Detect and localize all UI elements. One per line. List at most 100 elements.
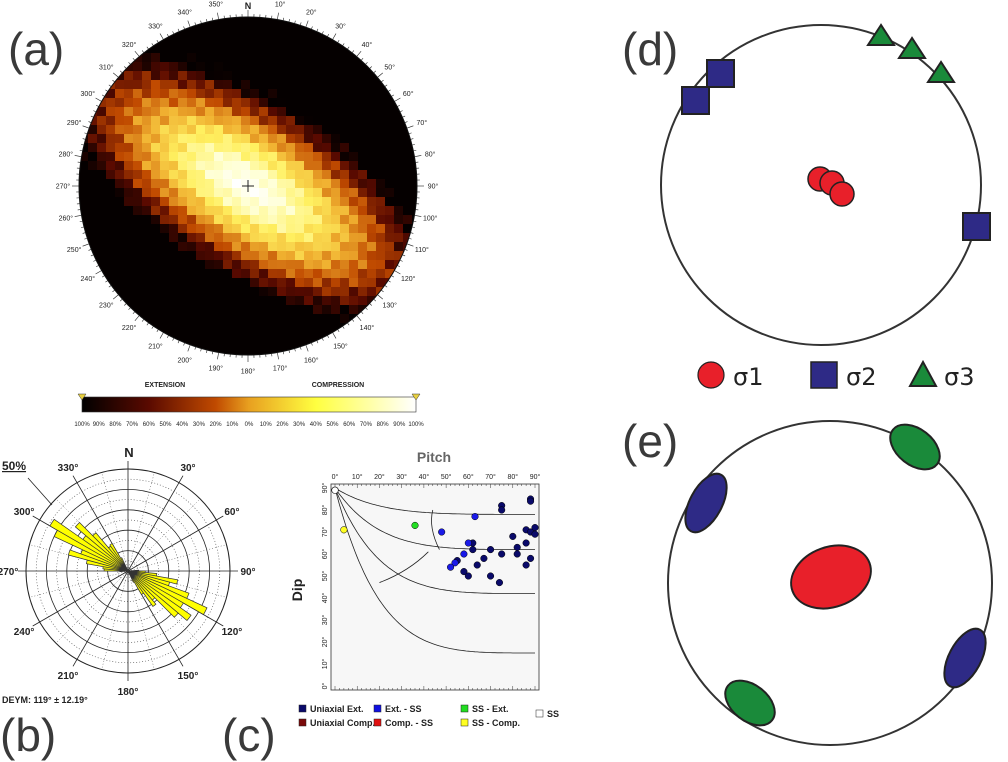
heatmap-cell [367, 98, 377, 108]
heatmap-cell [223, 215, 233, 225]
heatmap-cell [178, 260, 188, 270]
heatmap-cell [169, 53, 179, 63]
heatmap-cell [88, 161, 98, 171]
heatmap-cell [277, 161, 287, 171]
heatmap-cell [304, 188, 314, 198]
dip-tick-label: 0° [321, 682, 329, 689]
heatmap-cell [295, 98, 305, 108]
heatmap-cell [385, 215, 395, 225]
uniaxial-ext-point [498, 550, 506, 558]
heatmap-cell [295, 269, 305, 279]
heatmap-cell [232, 179, 242, 189]
heatmap-cell [115, 107, 125, 117]
heatmap-cell [268, 179, 278, 189]
heatmap-cell [268, 215, 278, 225]
heatmap-cell [250, 197, 260, 207]
heatmap-cell [79, 197, 89, 207]
heatmap-cell [169, 224, 179, 234]
heatmap-cell [214, 206, 224, 216]
heatmap-cell [313, 188, 323, 198]
heatmap-cell [358, 197, 368, 207]
heatmap-cell [88, 242, 98, 252]
heatmap-cell [259, 134, 269, 144]
heatmap-cell [376, 260, 386, 270]
dip-tick-label: 90° [321, 483, 329, 494]
heatmap-cell [322, 224, 332, 234]
legend-sigma1: σ1 [733, 363, 763, 391]
heatmap-cell [133, 125, 143, 135]
heatmap-cell [205, 215, 215, 225]
heatmap-cell [169, 332, 179, 342]
heatmap-cell [124, 116, 134, 126]
heatmap-cell [259, 305, 269, 315]
heatmap-cell [133, 269, 143, 279]
heatmap-cell [142, 215, 152, 225]
heatmap-cell [277, 71, 287, 81]
heatmap-cell [295, 26, 305, 36]
heatmap-cell [367, 242, 377, 252]
heatmap-cell [223, 161, 233, 171]
heatmap-cell [169, 44, 179, 54]
heatmap-cell [259, 224, 269, 234]
heatmap-cell [196, 161, 206, 171]
heatmap-cell [250, 161, 260, 171]
heatmap-cell [286, 260, 296, 270]
uniaxial-ext-point [480, 554, 488, 562]
heatmap-cell [313, 296, 323, 306]
heatmap-cell [187, 332, 197, 342]
heatmap-cell [250, 260, 260, 270]
heatmap-cell [196, 350, 206, 355]
azimuth-label: 340° [177, 9, 192, 17]
heatmap-cell [106, 98, 116, 108]
uniaxial-ext-point [522, 561, 530, 569]
heatmap-cell [151, 305, 161, 315]
heatmap-cell [331, 179, 341, 189]
heatmap-cell [304, 251, 314, 261]
heatmap-cell [88, 125, 98, 135]
heatmap-cell [241, 305, 251, 315]
panel-a-stereonet: 10° 20° 30° 40° 50° 60° 70° 80° 90° 100° 110° 120° 1… [56, 0, 439, 375]
heatmap-cell [223, 260, 233, 270]
heatmap-cell [367, 170, 377, 180]
panel-label-e: (e) [622, 415, 679, 467]
heatmap-cell [88, 152, 98, 162]
heatmap-cell [142, 206, 152, 216]
heatmap-cell [304, 323, 314, 333]
heatmap-cell [250, 170, 260, 180]
sigma3-confidence-ellipse-ne [889, 423, 941, 471]
rose-angle-label: 30° [180, 463, 195, 474]
heatmap-cell [259, 170, 269, 180]
heatmap-cell [97, 251, 107, 261]
heatmap-cell [358, 116, 368, 126]
heatmap-cell [349, 305, 359, 315]
uniaxial-ext-point [487, 572, 495, 580]
heatmap-cell [241, 107, 251, 117]
heatmap-cell [97, 260, 107, 270]
heatmap-cell [385, 179, 395, 189]
colorbar-tick-label: 60% [143, 422, 156, 428]
heatmap-cell [313, 53, 323, 63]
heatmap-cell [250, 152, 260, 162]
heatmap-cell [232, 53, 242, 63]
heatmap-cell [241, 143, 251, 153]
heatmap-cell [340, 62, 350, 72]
heatmap-cell [223, 251, 233, 261]
heatmap-cell [205, 161, 215, 171]
heatmap-cell [142, 260, 152, 270]
colorbar-tick-label: 50% [326, 422, 339, 428]
heatmap-cell [196, 134, 206, 144]
heatmap-cell [160, 152, 170, 162]
heatmap-cell [385, 161, 395, 171]
heatmap-cell [376, 125, 386, 135]
heatmap-cell [88, 98, 98, 108]
colorbar-tick-label: 40% [176, 422, 189, 428]
heatmap-cell [403, 197, 413, 207]
azimuth-label: 40° [362, 41, 373, 49]
heatmap-cell [205, 233, 215, 243]
heatmap-cell [358, 98, 368, 108]
heatmap-cell [358, 107, 368, 117]
azimuth-label: 350° [209, 0, 224, 8]
heatmap-cell [196, 188, 206, 198]
heatmap-cell [403, 179, 413, 189]
heatmap-cell [250, 80, 260, 90]
